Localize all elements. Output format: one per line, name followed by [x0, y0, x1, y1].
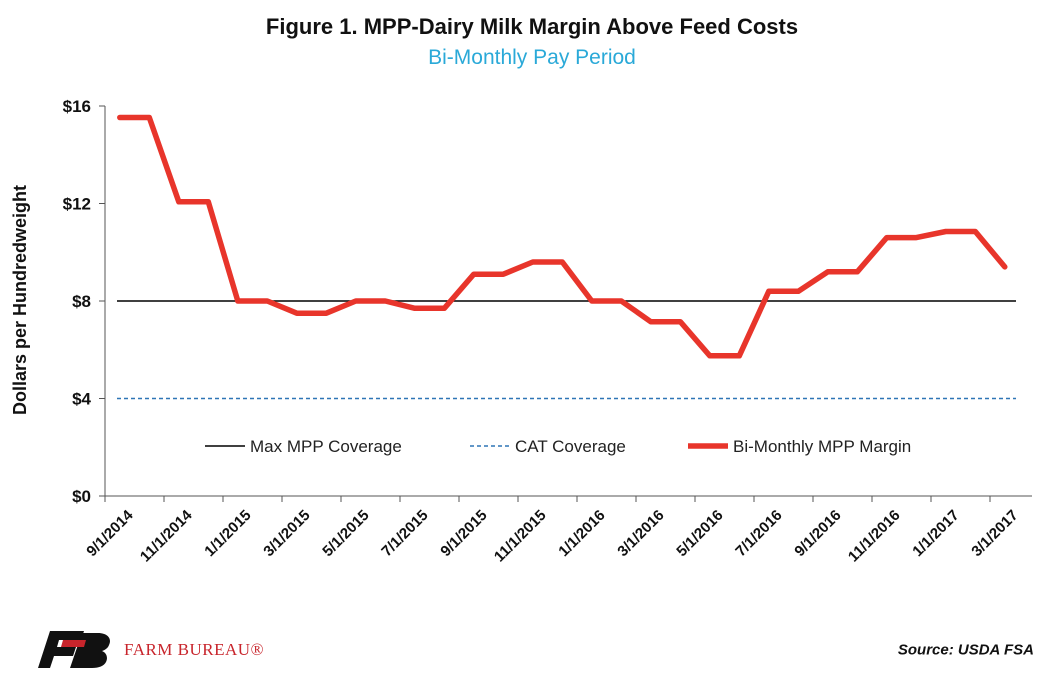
x-tick-label: 11/1/2014	[137, 506, 196, 565]
x-tick-label: 3/1/2016	[614, 507, 667, 560]
y-tick-label: $0	[72, 487, 91, 506]
x-tick-labels: 9/1/2014 11/1/2014 1/1/2015 3/1/2015 5/1/201…	[83, 506, 1021, 565]
farm-bureau-logo-icon	[38, 631, 110, 668]
legend-entry: CAT Coverage	[515, 437, 626, 456]
legend-entry: Max MPP Coverage	[250, 437, 402, 456]
reference-lines	[117, 300, 1016, 400]
x-tick-label: 5/1/2016	[673, 507, 726, 560]
x-tick-label: 1/1/2015	[201, 507, 254, 560]
logo-f-shape	[38, 631, 84, 668]
y-tick-label: $8	[72, 292, 91, 311]
x-tick-label: 3/1/2015	[260, 507, 313, 560]
x-tick-label: 3/1/2017	[968, 507, 1021, 560]
chart-axes	[99, 105, 1032, 502]
x-tick-label: 7/1/2015	[378, 507, 431, 560]
y-axis-label: Dollars per Hundredweight	[10, 184, 30, 416]
x-tick-label: 9/1/2014	[83, 506, 137, 560]
x-tick-label: 11/1/2015	[491, 507, 550, 566]
x-tick-label: 1/1/2017	[909, 507, 962, 560]
chart-title: Figure 1. MPP-Dairy Milk Margin Above Fe…	[265, 14, 799, 39]
logo-wordmark: FARM BUREAU®	[124, 640, 264, 659]
x-tick-label: 7/1/2016	[732, 507, 785, 560]
source-note: Source: USDA FSA	[897, 641, 1034, 659]
bi-monthly-mpp-margin-line	[117, 114, 1008, 359]
x-tick-label: 11/1/2016	[845, 507, 904, 566]
x-tick-label: 9/1/2016	[791, 507, 844, 560]
x-tick-label: 5/1/2015	[319, 507, 372, 560]
series-lines	[117, 114, 1008, 359]
logo-red-stripe	[61, 640, 86, 647]
y-tick-label: $16	[63, 97, 91, 116]
y-tick-label: $12	[63, 195, 91, 214]
legend-entry: Bi-Monthly MPP Margin	[733, 437, 911, 456]
chart-subtitle: Bi-Monthly Pay Period	[428, 46, 636, 69]
y-tick-labels: $0 $4 $8 $12 $16	[63, 97, 92, 506]
x-tick-label: 1/1/2016	[555, 507, 608, 560]
y-tick-label: $4	[72, 390, 91, 409]
x-tick-label: 9/1/2015	[437, 507, 490, 560]
legend: Max MPP Coverage CAT Coverage Bi-Monthly M…	[205, 437, 911, 456]
